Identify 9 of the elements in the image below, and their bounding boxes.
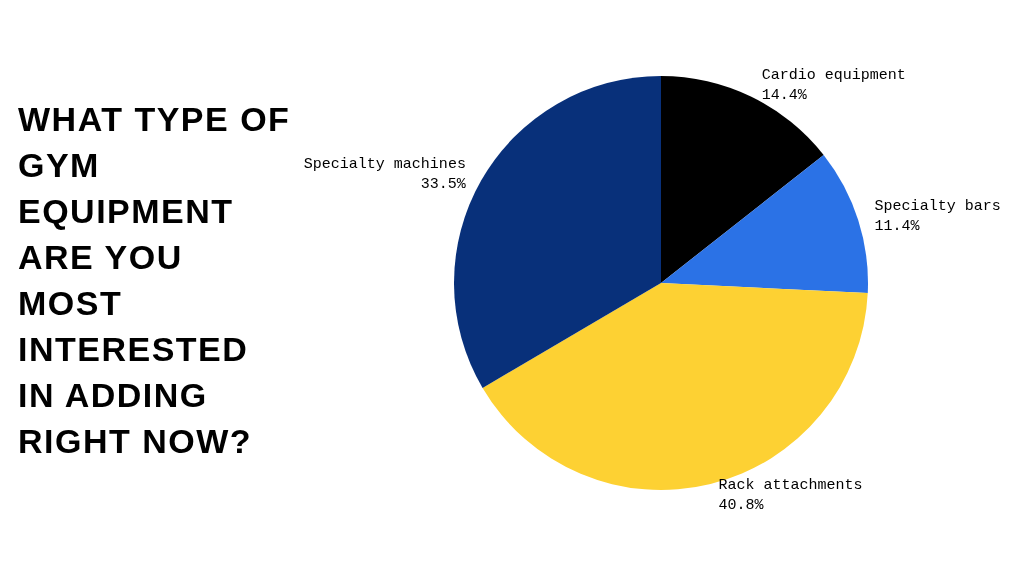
text: WHAT TYPE OF GYM EQUIPMENT ARE YOU MOST INTERESTED IN ADDING RIGHT NOW? (18, 99, 292, 462)
slice-label: Specialty bars (874, 197, 1001, 215)
data-label: 40.8% (718, 497, 765, 515)
slice-label: Cardio equipment (761, 67, 906, 85)
data-label: 14.4% (761, 87, 808, 105)
slice-label: Specialty machines (303, 155, 466, 173)
slice-label: Rack attachments (718, 477, 863, 495)
data-label: 33.5% (420, 175, 467, 193)
data-label: 11.4% (874, 217, 921, 235)
